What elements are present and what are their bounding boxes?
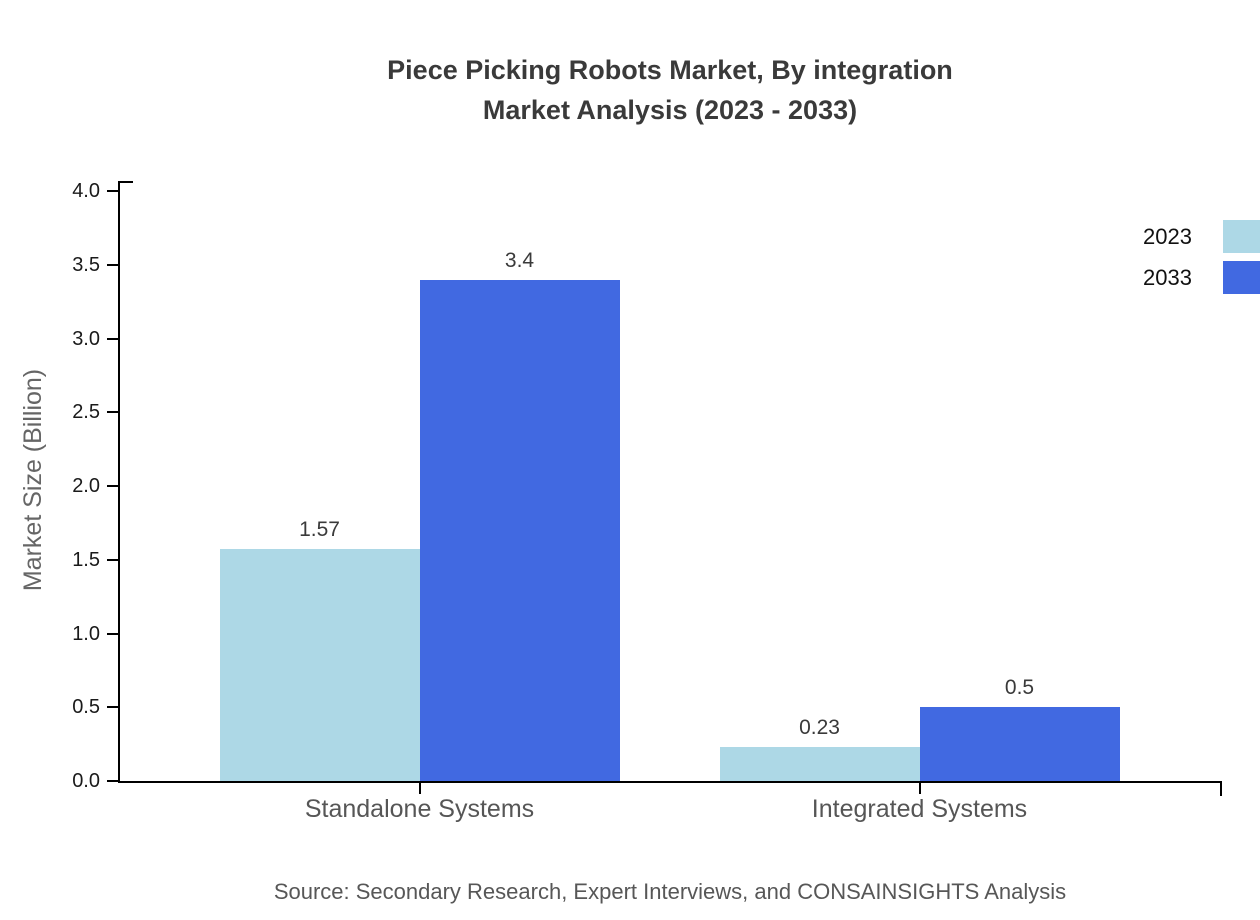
x-tick [418, 782, 421, 794]
y-tick [107, 780, 118, 782]
y-tick [107, 263, 118, 266]
y-tick [107, 411, 118, 414]
bar-2023-integrated-systems [719, 747, 920, 781]
bar-value-label: 1.57 [299, 518, 340, 542]
legend-swatch-2023 [1223, 220, 1260, 253]
y-tick-label: 0.0 [72, 770, 100, 792]
x-axis-spine [118, 781, 1222, 783]
y-tick [107, 190, 118, 192]
chart-title: Piece Picking Robots Market, By integrat… [119, 50, 1221, 130]
y-tick-label: 2.5 [72, 401, 100, 424]
y-tick-label: 3.0 [72, 327, 100, 350]
x-category-label: Integrated Systems [811, 795, 1028, 823]
y-tick-label: 3.5 [72, 253, 100, 276]
y-tick-label: 1.0 [72, 622, 100, 645]
x-tick [918, 782, 921, 794]
y-tick [107, 632, 118, 635]
y-axis-spine [118, 181, 120, 783]
y-tick-label: 4.0 [72, 180, 100, 202]
x-axis-end-cap [1220, 781, 1222, 796]
y-tick-label: 1.5 [72, 548, 100, 571]
legend-swatch-2033 [1223, 260, 1260, 294]
legend-label-2023: 2023 [1143, 224, 1192, 249]
y-tick [107, 337, 118, 340]
y-axis-end-cap [118, 181, 133, 183]
y-tick-label: 2.0 [72, 475, 100, 497]
bar-2023-standalone-systems [219, 549, 420, 781]
bar-value-label: 0.23 [799, 716, 840, 740]
legend-label-2033: 2033 [1143, 264, 1192, 290]
bar-value-label: 0.5 [1004, 676, 1035, 700]
y-tick [107, 558, 118, 561]
y-tick-label: 0.5 [72, 696, 100, 719]
chart-title-line1: Piece Picking Robots Market, By integrat… [387, 55, 953, 85]
y-tick [107, 706, 118, 709]
source-note: Source: Secondary Research, Expert Inter… [273, 879, 1067, 904]
y-tick [107, 485, 118, 487]
chart-title-line2: Market Analysis (2023 - 2033) [482, 95, 858, 125]
x-category-label: Standalone Systems [304, 795, 535, 823]
bar-value-label: 3.4 [504, 248, 535, 272]
bar-2033-integrated-systems [919, 707, 1120, 781]
bar-2033-standalone-systems [419, 279, 620, 781]
